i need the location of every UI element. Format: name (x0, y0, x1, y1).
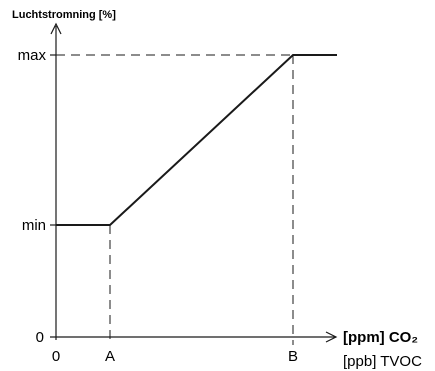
y-axis-label: Luchtstromning [%] (12, 9, 116, 21)
airflow-line (56, 54, 337, 226)
y-axis-arrow (50, 22, 62, 35)
x-tick-label-a: A (105, 348, 115, 365)
x-tick-label-zero: 0 (52, 348, 60, 365)
x-axis-label-co2: [ppm] CO₂ (343, 329, 418, 346)
y-tick-label-max: max (18, 47, 47, 64)
x-tick-label-b: B (288, 348, 298, 365)
x-axis-label-tvoc: [ppb] TVOC (343, 353, 422, 370)
x-axis-arrow (325, 331, 338, 343)
y-tick-label-zero: 0 (36, 329, 44, 346)
y-tick-label-min: min (22, 217, 46, 234)
